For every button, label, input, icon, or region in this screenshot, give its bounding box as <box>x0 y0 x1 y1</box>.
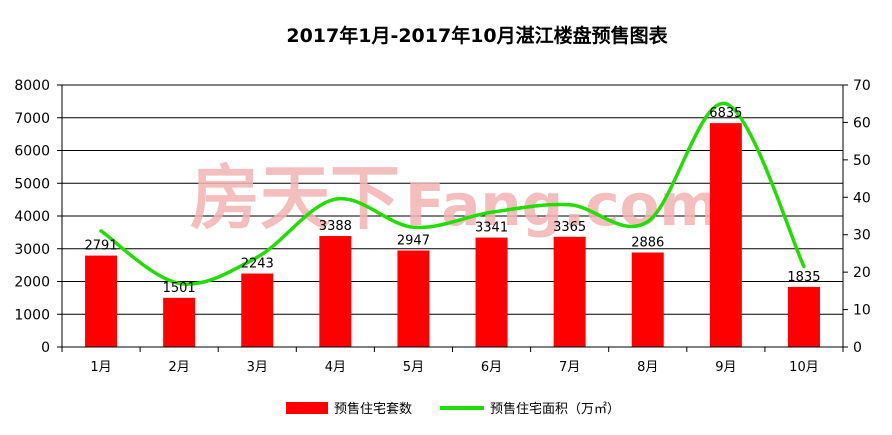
x-tick-label: 7月 <box>559 360 580 375</box>
x-tick-label: 10月 <box>789 360 819 375</box>
y-right-tick-label: 70 <box>853 78 871 94</box>
bar <box>85 255 118 347</box>
bar <box>553 236 586 347</box>
bar-data-label: 2886 <box>631 235 664 250</box>
y-left-tick-label: 6000 <box>14 144 50 160</box>
bar <box>787 286 820 347</box>
data-labels: 2791 1501 2243 3388 2947 3341 3365 2886 6835 1835 <box>85 106 821 296</box>
y-left-tick-label: 5000 <box>14 176 50 192</box>
bar-series <box>85 123 820 347</box>
line-series-path <box>99 101 806 286</box>
x-tick-label: 8月 <box>637 360 658 375</box>
bar-data-label: 1501 <box>163 281 196 296</box>
legend-label-bars: 预售住宅套数 <box>334 401 412 417</box>
axes: 0 1000 2000 3000 4000 5000 6000 7000 8000 0 10 20 30… <box>14 78 870 375</box>
y-right-tick-label: 30 <box>853 228 871 244</box>
x-tick-label: 2月 <box>169 360 190 375</box>
bar <box>397 250 430 347</box>
y-right-tick-label: 20 <box>853 265 871 281</box>
y-left-tick-label: 4000 <box>14 209 50 225</box>
bar <box>631 252 664 347</box>
y-left-tick-label: 8000 <box>14 78 50 94</box>
x-tick-label: 4月 <box>325 360 346 375</box>
bar <box>475 237 508 347</box>
legend: 预售住宅套数 预售住宅面积（万㎡） <box>286 401 620 417</box>
legend-label-line: 预售住宅面积（万㎡） <box>490 401 620 417</box>
bar <box>163 297 196 347</box>
bar-data-label: 3388 <box>319 219 352 234</box>
x-tick-label: 9月 <box>715 360 736 375</box>
y-right-tick-label: 50 <box>853 153 871 169</box>
legend-swatch-bars <box>286 402 328 414</box>
y-left-tick-label: 7000 <box>14 111 50 127</box>
bar <box>241 273 274 347</box>
line-series <box>99 101 806 286</box>
x-tick-label: 5月 <box>403 360 424 375</box>
bar-data-label: 2791 <box>85 239 118 254</box>
y-right-tick-label: 0 <box>853 340 862 356</box>
x-tick-label: 6月 <box>481 360 502 375</box>
bar-data-label: 3341 <box>475 221 508 236</box>
y-left-tick-label: 0 <box>41 340 50 356</box>
bar-data-label: 1835 <box>787 270 820 285</box>
y-right-tick-label: 10 <box>853 303 871 319</box>
x-tick-label: 3月 <box>247 360 268 375</box>
bar-data-label: 6835 <box>709 106 742 121</box>
bar <box>709 123 742 347</box>
y-right-tick-label: 40 <box>853 190 871 206</box>
y-left-tick-label: 2000 <box>14 275 50 291</box>
bar-data-label: 2947 <box>397 233 430 248</box>
grid-lines <box>62 84 843 315</box>
y-left-tick-label: 3000 <box>14 242 50 258</box>
y-left-tick-label: 1000 <box>14 307 50 323</box>
bar-data-label: 3365 <box>553 220 586 235</box>
chart-title: 2017年1月-2017年10月湛江楼盘预售图表 <box>286 24 668 47</box>
bar <box>319 236 352 347</box>
y-right-tick-label: 60 <box>853 115 871 131</box>
x-tick-label: 1月 <box>90 360 111 375</box>
bar-data-label: 2243 <box>241 257 274 272</box>
